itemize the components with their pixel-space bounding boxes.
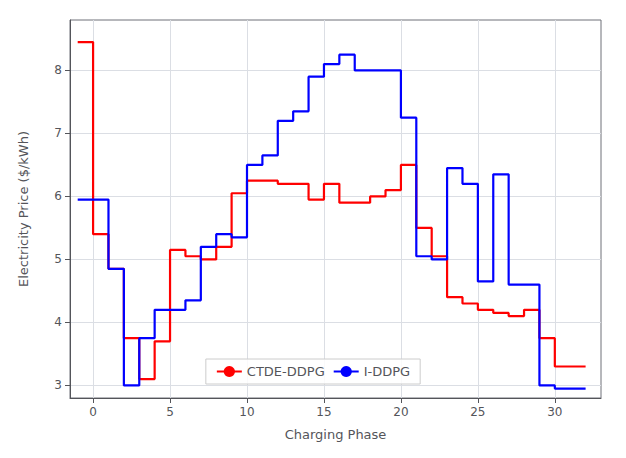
svg-text:I-DDPG: I-DDPG	[364, 364, 410, 379]
svg-text:5: 5	[166, 405, 174, 419]
svg-text:6: 6	[54, 189, 62, 203]
svg-text:4: 4	[54, 315, 62, 329]
svg-text:20: 20	[393, 405, 408, 419]
svg-text:25: 25	[470, 405, 485, 419]
svg-text:0: 0	[89, 405, 97, 419]
svg-text:15: 15	[316, 405, 331, 419]
svg-text:Electricity Price ($/kWh): Electricity Price ($/kWh)	[16, 131, 31, 287]
svg-text:CTDE-DDPG: CTDE-DDPG	[247, 364, 325, 379]
svg-text:10: 10	[239, 405, 254, 419]
svg-text:3: 3	[54, 378, 62, 392]
svg-text:8: 8	[54, 63, 62, 77]
svg-text:5: 5	[54, 252, 62, 266]
svg-text:7: 7	[54, 126, 62, 140]
svg-text:30: 30	[547, 405, 562, 419]
svg-text:Charging Phase: Charging Phase	[285, 427, 387, 442]
